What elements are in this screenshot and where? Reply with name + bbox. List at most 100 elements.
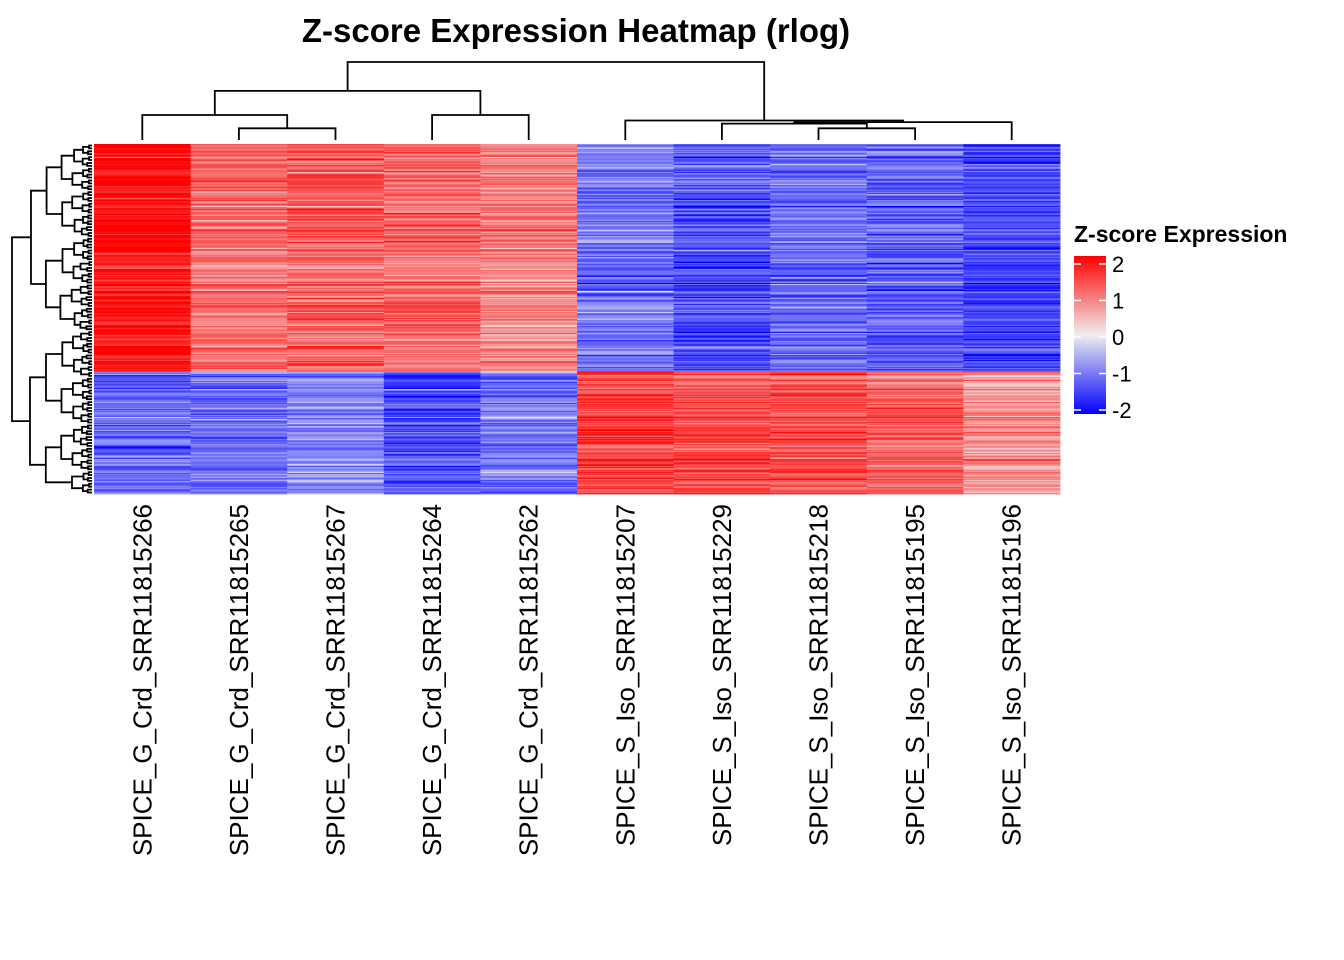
heatmap-cell — [673, 366, 771, 369]
heatmap-cell — [190, 257, 288, 259]
heatmap-cell — [94, 146, 191, 148]
heatmap-cell — [963, 362, 1061, 364]
heatmap-cell — [673, 266, 771, 269]
heatmap-cell — [190, 373, 288, 376]
heatmap-cell — [866, 379, 964, 382]
heatmap-cell — [190, 275, 288, 278]
heatmap-cell — [577, 449, 674, 452]
heatmap-cell — [287, 221, 385, 223]
heatmap-cell — [480, 491, 578, 494]
heatmap-cell — [770, 345, 868, 348]
row-dendrogram-branch — [87, 197, 92, 202]
heatmap-cell — [383, 480, 481, 482]
heatmap-cell — [866, 158, 964, 160]
heatmap-cell — [480, 359, 578, 362]
heatmap-cell — [866, 211, 964, 214]
heatmap-cell — [963, 488, 1061, 490]
heatmap-cell — [866, 165, 964, 167]
heatmap-cell — [866, 401, 964, 404]
heatmap-cell — [866, 195, 964, 197]
heatmap-cell — [287, 285, 385, 287]
legend-tick-label: 1 — [1112, 289, 1124, 314]
heatmap-cell — [190, 172, 288, 174]
heatmap-cell — [866, 243, 964, 245]
heatmap-cell — [673, 270, 771, 272]
heatmap-cell — [94, 169, 191, 172]
heatmap-cell — [383, 219, 481, 222]
heatmap-cell — [287, 257, 385, 259]
heatmap-cell — [673, 435, 771, 438]
heatmap-cell — [190, 386, 288, 389]
heatmap-cell — [963, 491, 1061, 494]
heatmap-cell — [866, 312, 964, 314]
heatmap-cell — [287, 174, 385, 176]
heatmap-cell — [480, 407, 578, 410]
heatmap-cell — [480, 258, 578, 260]
heatmap-cell — [673, 447, 771, 449]
heatmap-cell — [190, 365, 288, 368]
heatmap-cell — [287, 244, 385, 246]
heatmap-cell — [383, 218, 481, 221]
heatmap-cell — [94, 222, 191, 224]
heatmap-cell — [287, 224, 385, 227]
heatmap-cell — [383, 268, 481, 271]
heatmap-cell — [94, 200, 191, 202]
heatmap-cell — [190, 411, 288, 413]
heatmap-cell — [190, 455, 288, 458]
heatmap-cell — [287, 196, 385, 199]
heatmap-cell — [190, 408, 288, 411]
heatmap-cell — [190, 375, 288, 377]
heatmap-cell — [287, 217, 385, 220]
heatmap-cell — [287, 334, 385, 336]
heatmap-cell — [770, 440, 868, 442]
heatmap-cell — [577, 203, 674, 206]
heatmap-cell — [94, 228, 191, 230]
heatmap-cell — [480, 485, 578, 488]
heatmap-cell — [287, 205, 385, 208]
heatmap-cell — [673, 182, 771, 185]
heatmap-cell — [287, 149, 385, 152]
heatmap-cell — [577, 482, 674, 484]
heatmap-cell — [866, 473, 964, 475]
heatmap-cell — [190, 260, 288, 263]
heatmap-cell — [866, 417, 964, 419]
heatmap-cell — [577, 485, 674, 488]
heatmap-cell — [190, 475, 288, 477]
heatmap-cell — [866, 432, 964, 434]
heatmap-cell — [577, 491, 674, 494]
heatmap-cell — [383, 362, 481, 364]
heatmap-cell — [963, 309, 1061, 312]
heatmap-cell — [383, 435, 481, 438]
heatmap-cell — [866, 175, 964, 178]
heatmap-cell — [94, 411, 191, 413]
heatmap-cell — [577, 476, 674, 479]
heatmap-cell — [94, 461, 191, 463]
heatmap-cell — [577, 294, 674, 297]
heatmap-cell — [287, 412, 385, 414]
heatmap-cell — [94, 278, 191, 280]
heatmap-cell — [480, 323, 578, 326]
heatmap-cell — [963, 461, 1061, 463]
heatmap-cell — [94, 209, 191, 211]
heatmap-cell — [577, 210, 674, 213]
heatmap-cell — [480, 287, 578, 290]
heatmap-cell — [287, 351, 385, 354]
heatmap-cell — [190, 336, 288, 339]
heatmap-cell — [673, 184, 771, 187]
heatmap-cell — [94, 168, 191, 171]
heatmap-cell — [577, 331, 674, 334]
heatmap-cell — [577, 207, 674, 209]
heatmap-cell — [866, 274, 964, 277]
heatmap-cell — [94, 202, 191, 204]
heatmap-cell — [963, 334, 1061, 336]
heatmap-cell — [190, 214, 288, 216]
heatmap-cell — [480, 413, 578, 416]
heatmap-cell — [866, 474, 964, 476]
heatmap-cell — [190, 265, 288, 267]
heatmap-cell — [673, 205, 771, 208]
heatmap-cell — [577, 224, 674, 227]
heatmap-cell — [866, 324, 964, 327]
heatmap-cell — [383, 467, 481, 469]
heatmap-cell — [577, 327, 674, 329]
heatmap-cell — [866, 259, 964, 262]
